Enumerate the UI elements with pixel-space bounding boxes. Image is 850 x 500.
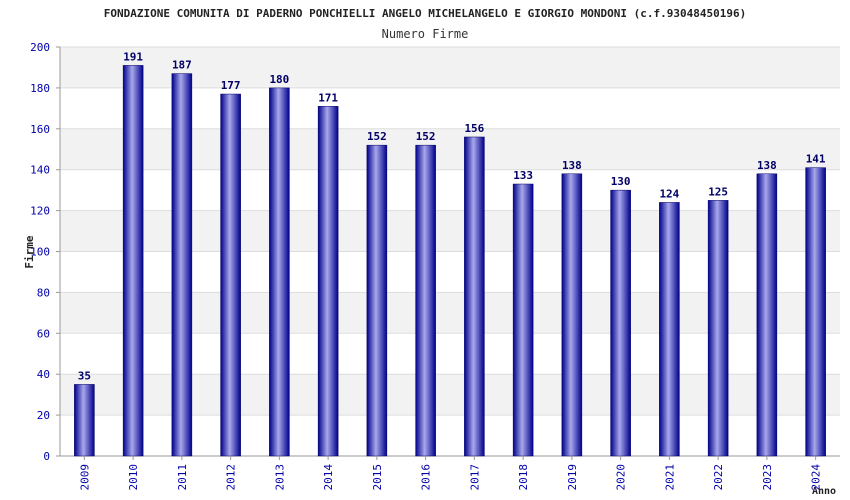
x-tick-label: 2017 (468, 464, 481, 491)
data-label: 138 (562, 159, 582, 172)
plot-area: 0 20 40 60 80 100 120 140 160 180 200 35 2009 191 2010… (30, 41, 840, 491)
y-tick-label: 160 (30, 123, 50, 136)
x-tick-label: 2023 (761, 464, 774, 491)
x-tick-label: 2016 (420, 464, 433, 491)
data-label: 156 (464, 122, 484, 135)
chart-title: FONDAZIONE COMUNITA DI PADERNO PONCHIELL… (104, 7, 746, 20)
y-tick-label: 100 (30, 246, 50, 259)
bar[interactable] (805, 167, 826, 457)
x-tick-label: 2009 (78, 464, 91, 491)
x-tick-label: 2020 (615, 464, 628, 491)
data-label: 171 (318, 91, 338, 104)
y-tick-label: 200 (30, 41, 50, 54)
bar[interactable] (561, 173, 583, 457)
data-label: 177 (221, 79, 241, 92)
data-label: 138 (757, 159, 777, 172)
x-tick-label: 2018 (517, 464, 530, 491)
y-tick-label: 40 (37, 368, 50, 381)
data-label: 191 (123, 50, 143, 63)
y-tick-label: 180 (30, 82, 50, 95)
bar[interactable] (610, 189, 631, 457)
bar[interactable] (269, 87, 290, 457)
data-label: 133 (513, 169, 533, 182)
y-axis-label: Firme (23, 235, 36, 268)
x-tick-label: 2015 (371, 464, 384, 491)
data-label: 180 (269, 73, 289, 86)
bar[interactable] (74, 384, 95, 457)
bar[interactable] (659, 202, 680, 457)
x-axis-label: Anno (812, 486, 836, 497)
x-tick-label: 2011 (176, 464, 189, 491)
data-label: 152 (416, 130, 436, 143)
x-tick-label: 2014 (322, 464, 335, 491)
y-tick-label: 20 (37, 409, 50, 422)
data-label: 124 (659, 187, 679, 200)
data-label: 35 (78, 369, 91, 382)
y-tick-label: 0 (43, 450, 50, 463)
bar[interactable] (317, 106, 339, 457)
bar[interactable] (171, 73, 193, 457)
data-label: 152 (367, 130, 387, 143)
y-tick-label: 80 (37, 286, 50, 299)
bar[interactable] (415, 144, 436, 457)
x-tick-label: 2021 (663, 464, 676, 491)
bar[interactable] (366, 144, 388, 457)
x-tick-label: 2024 (810, 464, 823, 491)
data-label: 125 (708, 185, 728, 198)
x-tick-label: 2010 (127, 464, 140, 491)
data-label: 141 (806, 153, 826, 166)
y-tick-label: 120 (30, 205, 50, 218)
bar[interactable] (707, 200, 729, 457)
x-tick-label: 2013 (273, 464, 286, 491)
chart-subtitle: Numero Firme (382, 27, 469, 41)
x-tick-label: 2022 (712, 464, 725, 491)
bar[interactable] (756, 173, 778, 457)
bar[interactable] (122, 65, 144, 457)
x-tick-label: 2012 (225, 464, 238, 491)
bar[interactable] (512, 183, 534, 457)
data-label: 187 (172, 59, 192, 72)
x-tick-label: 2019 (566, 464, 579, 491)
y-tick-label: 140 (30, 164, 50, 177)
bar[interactable] (464, 136, 485, 457)
bar[interactable] (220, 93, 241, 457)
y-tick-label: 60 (37, 327, 50, 340)
data-label: 130 (611, 175, 631, 188)
